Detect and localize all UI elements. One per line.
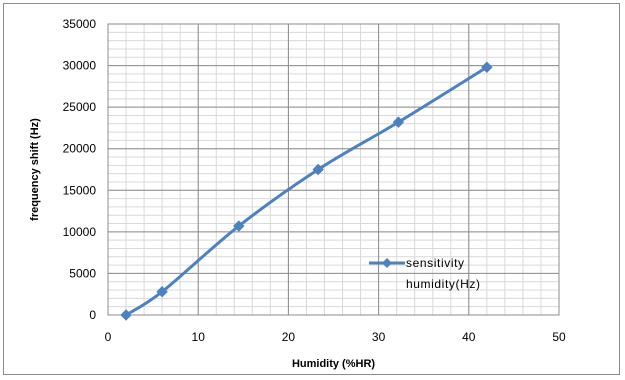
y-tick-label: 5000 xyxy=(69,266,96,280)
y-axis-title: frequency shift (Hz) xyxy=(29,118,41,221)
y-tick-label: 25000 xyxy=(63,100,97,114)
y-tick-label: 30000 xyxy=(63,59,97,73)
legend-marker-diamond xyxy=(382,258,392,268)
legend-label-line-2: humidity(Hz) xyxy=(406,277,481,291)
y-tick-label: 35000 xyxy=(63,17,97,31)
x-tick-label: 20 xyxy=(282,330,296,344)
x-tick-label: 0 xyxy=(105,330,112,344)
y-tick-label: 0 xyxy=(89,308,96,322)
legend-label-line-1: sensitivity xyxy=(406,256,465,270)
x-tick-label: 30 xyxy=(372,330,386,344)
y-axis-tick-labels: 0 5000 10000 15000 20000 25000 30000 35000 xyxy=(63,17,97,322)
x-tick-label: 10 xyxy=(192,330,206,344)
y-tick-label: 15000 xyxy=(63,183,97,197)
y-tick-label: 20000 xyxy=(63,142,97,156)
y-tick-label: 10000 xyxy=(63,225,97,239)
x-tick-label: 40 xyxy=(462,330,476,344)
x-axis-title: Humidity (%HR) xyxy=(292,358,375,370)
x-tick-label: 50 xyxy=(552,330,566,344)
x-axis-tick-labels: 0 10 20 30 40 50 xyxy=(105,330,566,344)
